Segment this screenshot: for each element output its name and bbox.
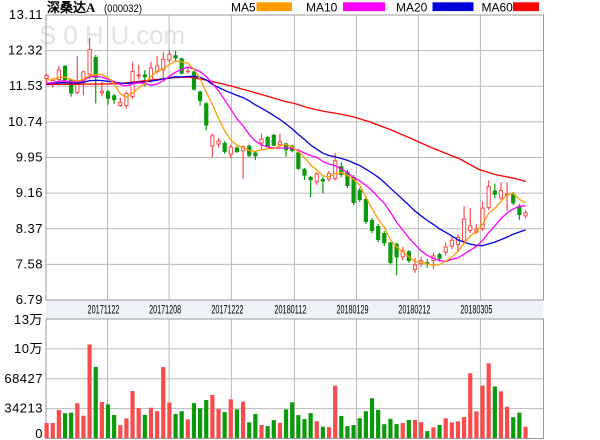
svg-text:9.95: 9.95: [16, 150, 43, 165]
svg-text:10.74: 10.74: [8, 114, 43, 129]
svg-text:0: 0: [35, 426, 43, 440]
svg-text:20180129: 20180129: [337, 305, 369, 317]
svg-text:20171122: 20171122: [88, 305, 120, 317]
svg-text:8.37: 8.37: [16, 221, 43, 236]
svg-text:20180212: 20180212: [398, 305, 430, 317]
svg-text:MA10: MA10: [306, 1, 338, 15]
svg-text:MA20: MA20: [396, 1, 428, 15]
svg-text:10万: 10万: [14, 341, 43, 356]
svg-text:13.11: 13.11: [9, 7, 43, 22]
svg-text:20171208: 20171208: [149, 305, 181, 317]
svg-text:12.32: 12.32: [8, 43, 43, 58]
svg-text:7.58: 7.58: [16, 256, 43, 271]
svg-text:MA5: MA5: [231, 1, 256, 15]
svg-text:6.79: 6.79: [16, 292, 43, 307]
svg-text:13万: 13万: [14, 312, 43, 327]
svg-text:9.16: 9.16: [16, 185, 43, 200]
svg-text:11.53: 11.53: [9, 78, 43, 93]
svg-text:20180112: 20180112: [274, 305, 306, 317]
svg-text:MA60: MA60: [482, 1, 514, 15]
svg-text:20180305: 20180305: [460, 305, 492, 317]
svg-text:S 0 H U.com: S 0 H U.com: [39, 20, 185, 50]
svg-text:(000032): (000032): [104, 3, 142, 15]
svg-text:68427: 68427: [4, 371, 43, 386]
svg-text:20171222: 20171222: [211, 305, 243, 317]
svg-text:34213: 34213: [4, 401, 43, 416]
svg-text:深桑达A: 深桑达A: [47, 0, 96, 15]
